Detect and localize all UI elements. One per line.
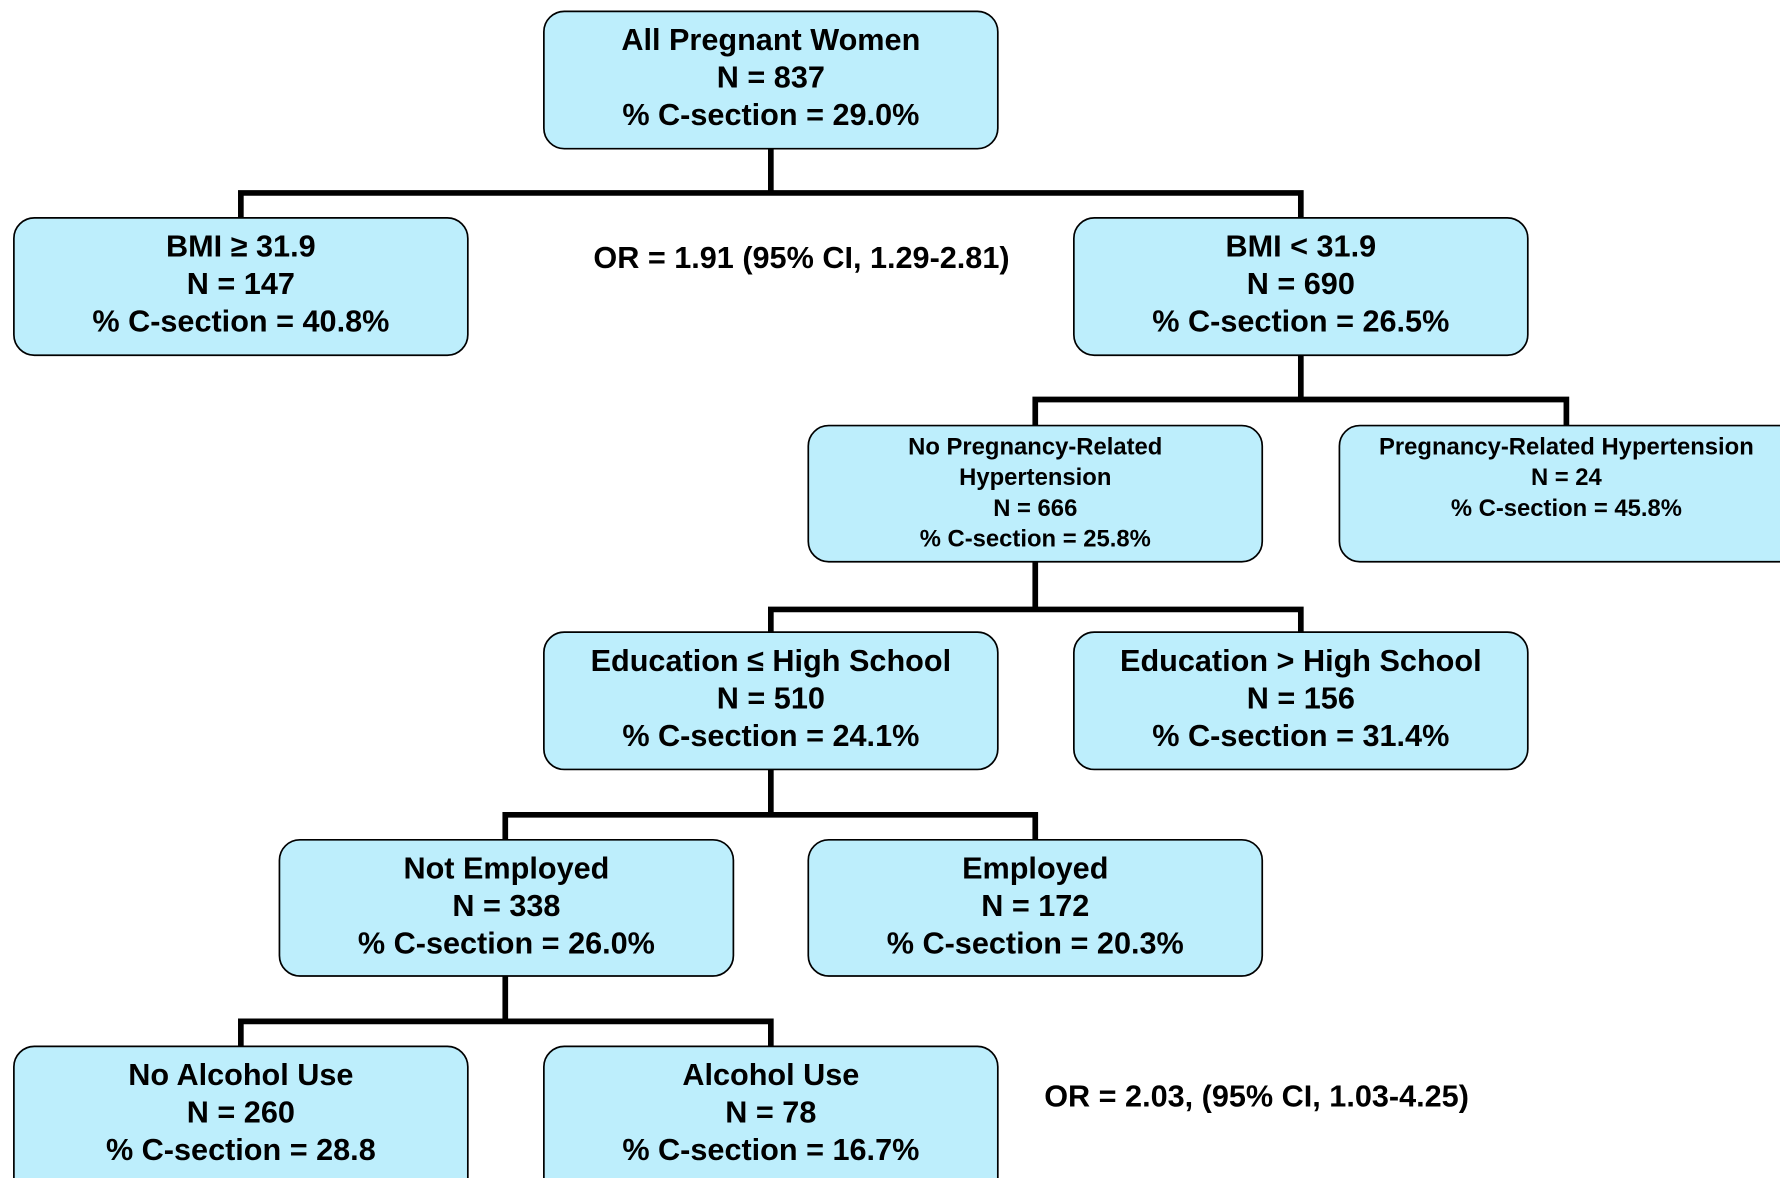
node-label: Education ≤ High School xyxy=(591,644,952,678)
connector xyxy=(1032,355,1570,426)
node-box xyxy=(13,1045,469,1178)
node: BMI ≥ 31.9N = 147 % C-section = 40.8% xyxy=(13,217,469,357)
node-label: % C-section = 24.1% xyxy=(622,719,919,753)
node-label: Pregnancy-Related Hypertension xyxy=(1379,434,1754,461)
node-label: % C-section = 31.4% xyxy=(1152,719,1449,753)
node-label: N = 147 xyxy=(187,267,295,301)
annotation: OR = 2.03, (95% CI, 1.03-4.25) xyxy=(1044,1080,1469,1114)
node-box xyxy=(543,631,999,771)
connector xyxy=(238,148,1304,218)
node-label: BMI ≥ 31.9 xyxy=(166,230,316,264)
node-box xyxy=(1338,424,1780,563)
node-box xyxy=(278,838,735,977)
node-label: N = 78 xyxy=(725,1096,816,1130)
node-label: % C-section = 26.0% xyxy=(358,926,655,960)
node: No Pregnancy-Related Hypertension N = 666%… xyxy=(807,424,1264,563)
node: BMI < 31.9N = 690 % C-section = 26.5% xyxy=(1072,217,1529,357)
node-box xyxy=(1072,217,1529,357)
node: No Alcohol Use N = 260% C-section = 28.8 xyxy=(13,1045,469,1178)
node-label: BMI < 31.9 xyxy=(1225,230,1376,264)
node-box xyxy=(13,217,469,357)
node-label: N = 338 xyxy=(452,889,560,923)
node-box xyxy=(543,1045,999,1178)
connector xyxy=(768,561,1304,633)
node-label: % C-section = 45.8% xyxy=(1451,495,1682,522)
node-label: N = 690 xyxy=(1247,267,1355,301)
node-label: N = 837 xyxy=(717,61,825,95)
connector xyxy=(502,769,1039,840)
node-label: Education > High School xyxy=(1120,644,1482,678)
connectors xyxy=(238,148,1570,1047)
node-label: All Pregnant Women xyxy=(621,23,920,57)
annotation: OR = 1.91 (95% CI, 1.29-2.81) xyxy=(593,241,1009,275)
node-label: N = 172 xyxy=(981,889,1089,923)
node-label: % C-section = 29.0% xyxy=(622,98,919,132)
node: All Pregnant Women N = 837% C-section = 2… xyxy=(543,10,999,150)
node-label: N = 260 xyxy=(187,1096,295,1130)
node-label: N = 666 xyxy=(993,495,1077,522)
node-label: % C-section = 28.8 xyxy=(106,1133,376,1167)
node-label: N = 24 xyxy=(1531,464,1603,491)
node-label: N = 510 xyxy=(717,681,825,715)
node-label: % C-section = 16.7% xyxy=(622,1133,919,1167)
node-box xyxy=(807,838,1264,977)
connector xyxy=(238,975,774,1047)
node-label: % C-section = 26.5% xyxy=(1152,305,1449,339)
node-label: N = 156 xyxy=(1247,681,1355,715)
node: Alcohol Use N = 78% C-section = 16.7% xyxy=(543,1045,999,1178)
node-box xyxy=(807,424,1264,563)
node-label: % C-section = 40.8% xyxy=(92,305,389,339)
node-label: % C-section = 20.3% xyxy=(887,926,1184,960)
node-label: No Pregnancy-Related xyxy=(908,434,1162,461)
node-label: Not Employed xyxy=(403,852,609,886)
node-label: % C-section = 25.8% xyxy=(920,525,1151,552)
node-label: Alcohol Use xyxy=(682,1058,859,1092)
node-label: No Alcohol Use xyxy=(128,1058,353,1092)
node-box xyxy=(1072,631,1529,771)
node-label: Hypertension xyxy=(959,464,1111,491)
node: Pregnancy-Related Hypertension N = 24 % C-… xyxy=(1338,424,1780,563)
node-box xyxy=(543,10,999,150)
node-label: Employed xyxy=(962,852,1108,886)
